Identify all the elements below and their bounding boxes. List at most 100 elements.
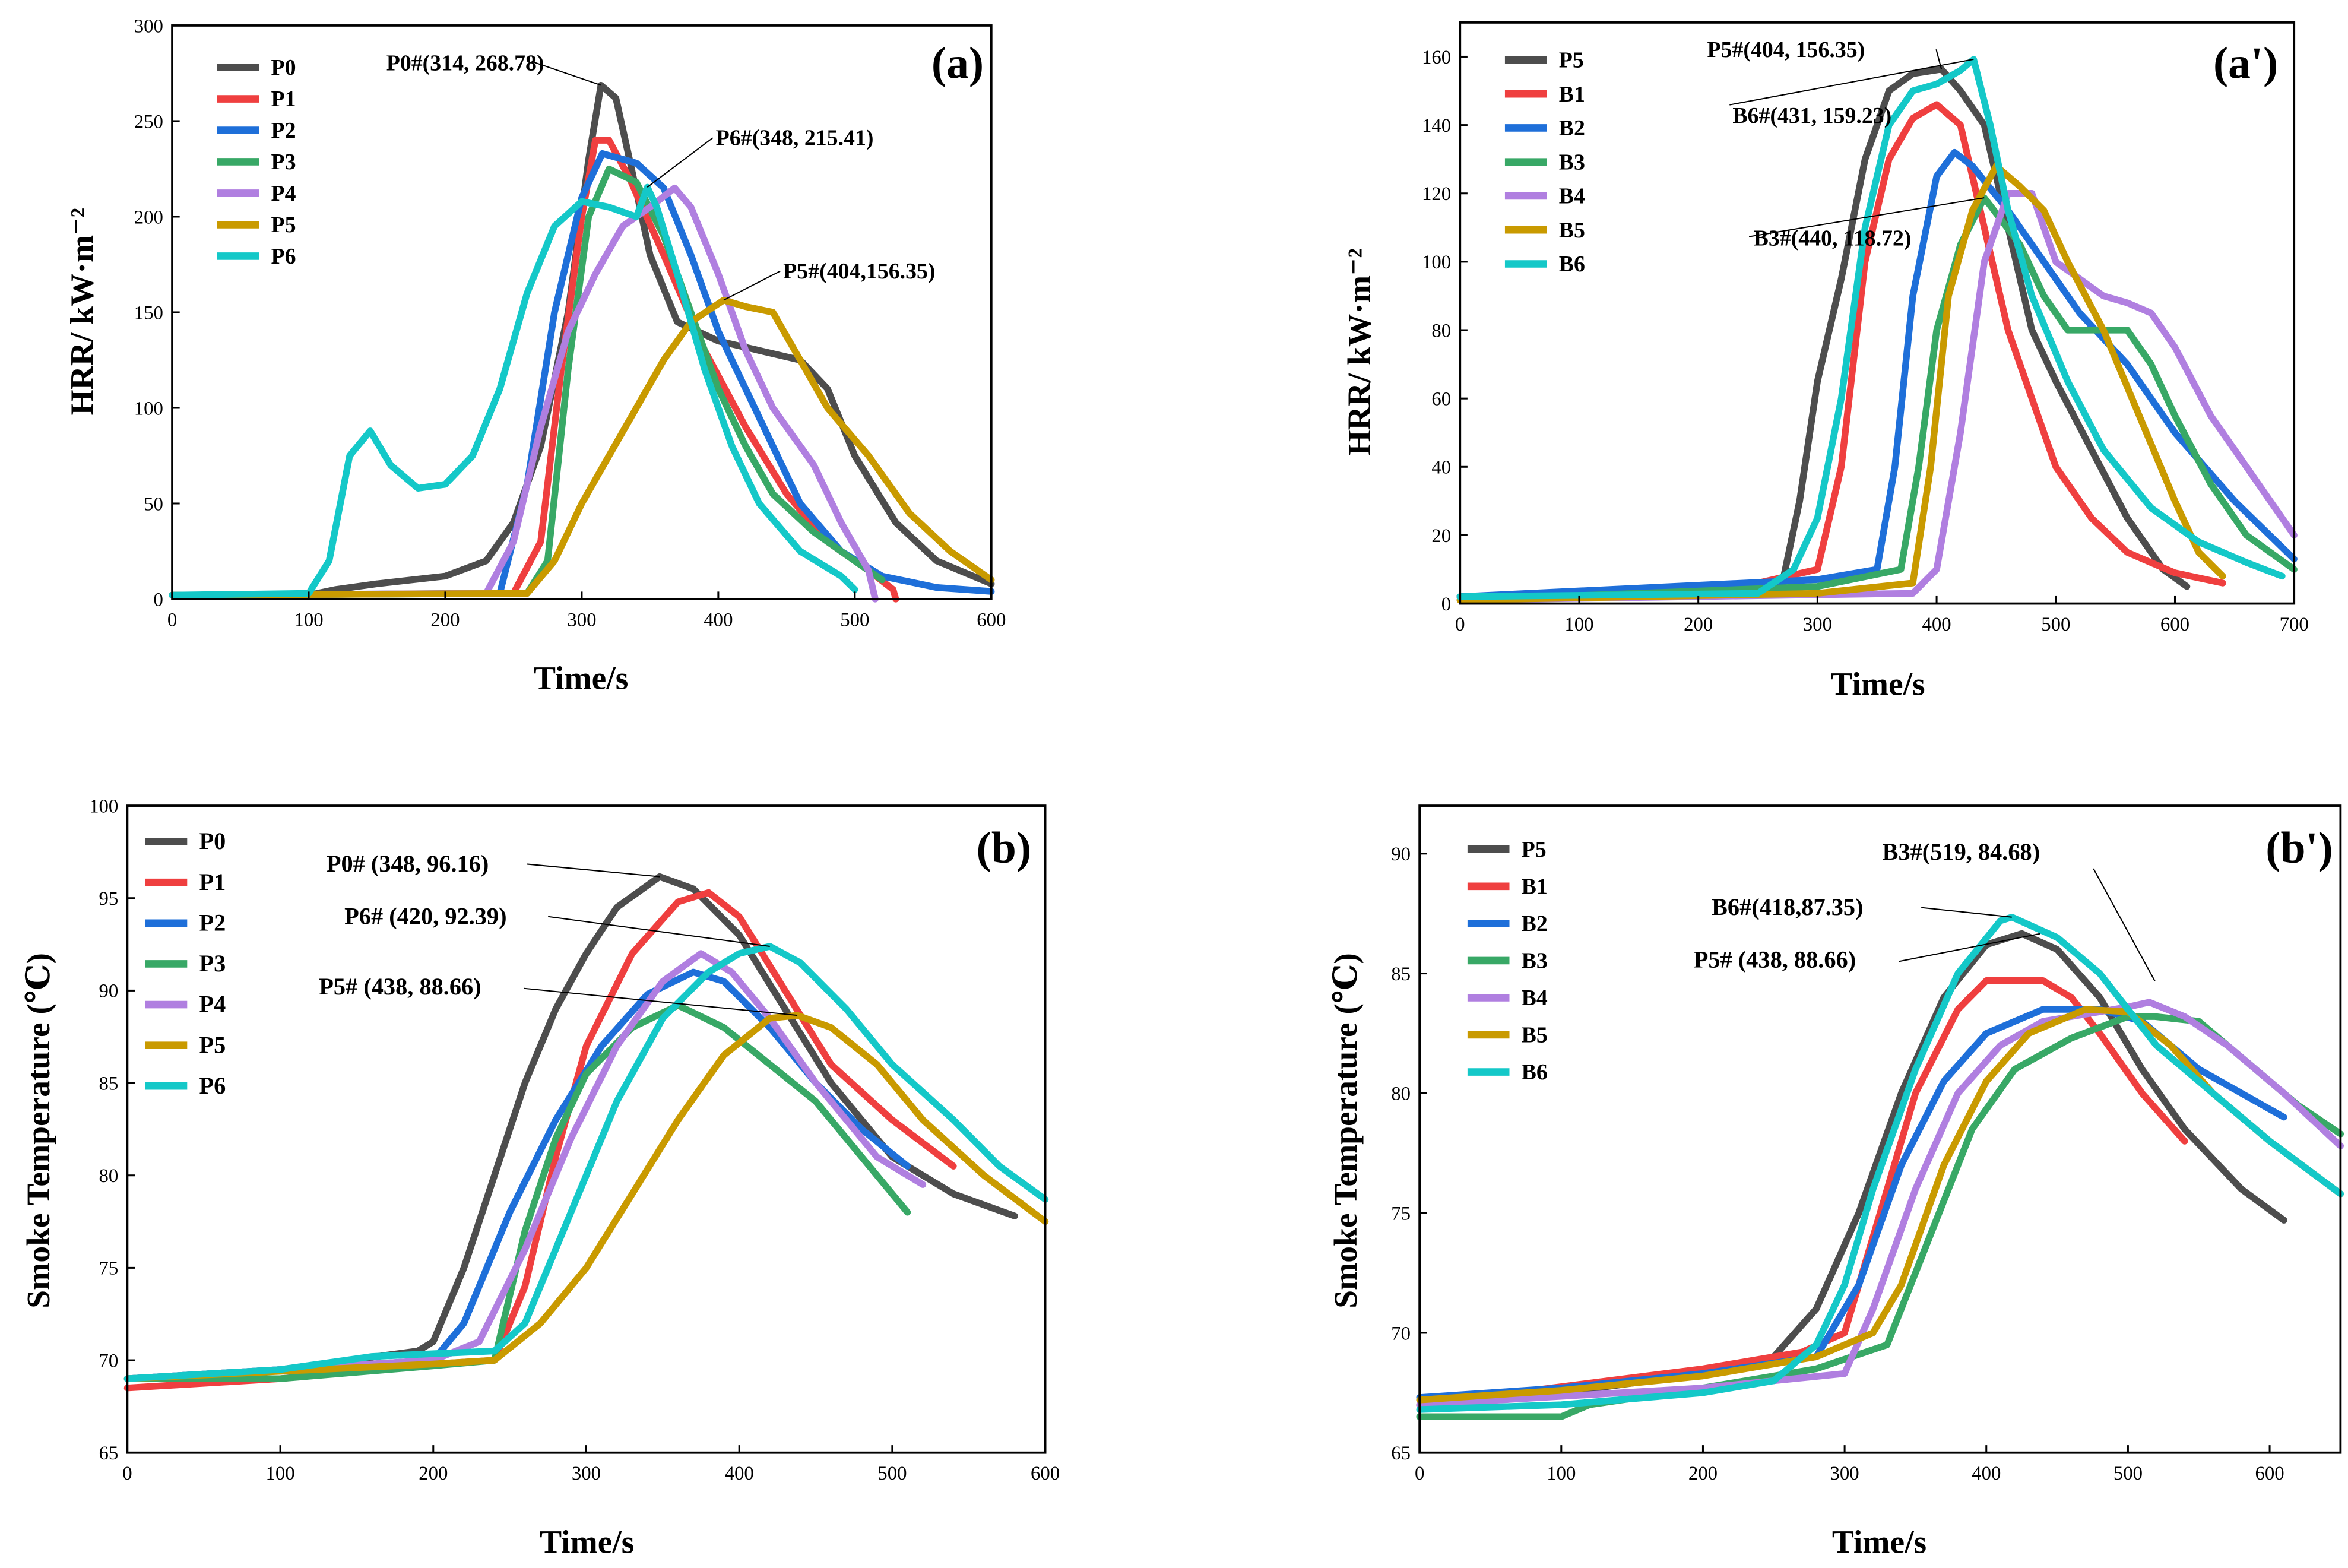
series-line-b4 <box>1456 190 2298 604</box>
legend-label: P0 <box>271 55 296 80</box>
x-tick-label: 300 <box>567 609 596 631</box>
y-tick-label: 90 <box>99 981 118 1002</box>
x-tick-label: 100 <box>1547 1463 1576 1484</box>
legend-label: P5 <box>1522 837 1547 862</box>
x-axis-label: Time/s <box>1830 666 1925 702</box>
peak-annotation: B6#(431, 159.23) <box>1732 103 1891 128</box>
y-tick-label: 80 <box>99 1165 118 1187</box>
x-tick-label: 0 <box>1455 614 1465 635</box>
x-tick-label: 300 <box>1803 614 1832 635</box>
peak-annotation: B6#(418,87.35) <box>1712 894 1863 920</box>
panel-label: (a) <box>931 39 984 88</box>
annotation-leader-line <box>527 863 660 878</box>
series-line-b1 <box>1456 101 2226 600</box>
y-tick-label: 50 <box>144 493 163 515</box>
series-line-b4 <box>1416 999 2344 1408</box>
y-tick-label: 90 <box>1391 844 1411 865</box>
panel-label: (b') <box>2265 823 2333 873</box>
legend-label: B6 <box>1559 252 1585 277</box>
x-tick-label: 500 <box>2113 1463 2143 1484</box>
annotation-leader-line <box>548 916 770 947</box>
series-line-b2 <box>1456 148 2298 600</box>
y-tick-label: 20 <box>1431 525 1451 547</box>
y-tick-label: 120 <box>1422 183 1451 205</box>
x-tick-label: 500 <box>840 609 869 631</box>
y-tick-label: 65 <box>1391 1443 1411 1464</box>
series-line-p0 <box>169 81 995 599</box>
x-axis-label: Time/s <box>1832 1525 1926 1561</box>
peak-annotation: P5# (438, 88.66) <box>319 973 481 1000</box>
series-line-b6 <box>1416 914 2344 1413</box>
peak-annotation: B3#(440, 118.72) <box>1754 226 1912 251</box>
series-line-p5 <box>1456 65 2191 600</box>
y-tick-label: 70 <box>1391 1323 1411 1344</box>
legend-label: B3 <box>1522 948 1548 973</box>
y-axis-label: HRR/ kW·m⁻² <box>1342 248 1378 456</box>
y-tick-label: 160 <box>1422 47 1451 68</box>
legend-label: P5 <box>1559 48 1584 73</box>
x-tick-label: 500 <box>877 1463 907 1484</box>
peak-annotation: P5#(404,156.35) <box>783 259 935 284</box>
legend-label: P3 <box>271 150 296 175</box>
series-line-p4 <box>123 950 927 1382</box>
y-axis-label: HRR/ kW·m⁻² <box>64 208 100 416</box>
plot-frame <box>1418 804 2342 1454</box>
y-axis-label: Smoke Temperature (℃) <box>21 953 57 1309</box>
x-tick-label: 200 <box>1688 1463 1718 1484</box>
annotation-leader-line <box>1899 933 2040 962</box>
legend-label: P6 <box>271 244 296 269</box>
x-tick-label: 400 <box>704 609 733 631</box>
legend: P5 B1 B2 B3 B4 B5 B6 <box>1504 48 1585 277</box>
series-line-p0 <box>123 873 1018 1382</box>
series-line-p1 <box>123 889 957 1392</box>
x-tick-label: 100 <box>1564 614 1593 635</box>
series-line-b1 <box>1416 977 2188 1408</box>
x-tick-label: 300 <box>1830 1463 1859 1484</box>
peak-annotation: B3#(519, 84.68) <box>1883 838 2040 865</box>
y-tick-label: 0 <box>154 589 163 610</box>
y-tick-label: 100 <box>134 398 163 419</box>
legend: P5 B1 B2 B3 B4 B5 B6 <box>1467 837 1548 1085</box>
series-line-b6 <box>1456 56 2286 600</box>
x-tick-label: 300 <box>572 1463 601 1484</box>
legend-label: P5 <box>271 213 296 237</box>
peak-annotation: P0# (348, 96.16) <box>327 850 489 877</box>
series-line-p4 <box>169 184 879 603</box>
annotation-leader-line <box>723 270 781 301</box>
legend-label: B3 <box>1559 150 1585 175</box>
y-tick-label: 80 <box>1431 320 1451 341</box>
legend: P0 P1 P2 P3 P4 P5 P6 <box>145 828 226 1099</box>
legend: P0 P1 P2 P3 P4 P5 P6 <box>217 55 296 269</box>
series-line-p5 <box>169 296 995 599</box>
panel-label: (b) <box>977 823 1031 873</box>
plot-frame <box>1459 21 2296 605</box>
legend-label: B2 <box>1559 116 1585 141</box>
peak-annotation: P0#(314, 268.78) <box>386 51 544 76</box>
legend-label: B1 <box>1522 874 1548 899</box>
x-tick-label: 0 <box>167 609 177 631</box>
panel-b2: 0 100 200 300 400 500 600 65 70 75 80 85 90 Time/s Smo… <box>1328 804 2344 1561</box>
legend-label: B4 <box>1522 986 1548 1011</box>
x-axis-label: Time/s <box>540 1525 634 1561</box>
legend-label: B1 <box>1559 82 1585 107</box>
legend-label: B5 <box>1522 1023 1548 1048</box>
legend-label: P5 <box>199 1031 226 1058</box>
x-tick-label: 0 <box>1415 1463 1424 1484</box>
series-line-p6 <box>169 183 858 599</box>
x-axis-label: Time/s <box>534 660 628 696</box>
panel-a: 0 100 200 300 400 500 600 0 50 100 150 200 250 300 Tim… <box>64 15 1006 696</box>
legend-label: P4 <box>199 991 226 1018</box>
series-line-p1 <box>169 137 899 603</box>
y-tick-label: 95 <box>99 888 118 910</box>
x-tick-label: 400 <box>1972 1463 2001 1484</box>
legend-label: P0 <box>199 828 226 854</box>
x-tick-label: 700 <box>2280 614 2309 635</box>
legend-label: P4 <box>271 181 296 206</box>
y-tick-label: 250 <box>134 111 163 132</box>
x-tick-label: 0 <box>122 1463 132 1484</box>
annotation-leader-line <box>647 137 714 188</box>
x-tick-label: 200 <box>1684 614 1713 635</box>
panel-label: (a') <box>2213 39 2278 88</box>
peak-annotation: P5#(404, 156.35) <box>1707 37 1865 62</box>
